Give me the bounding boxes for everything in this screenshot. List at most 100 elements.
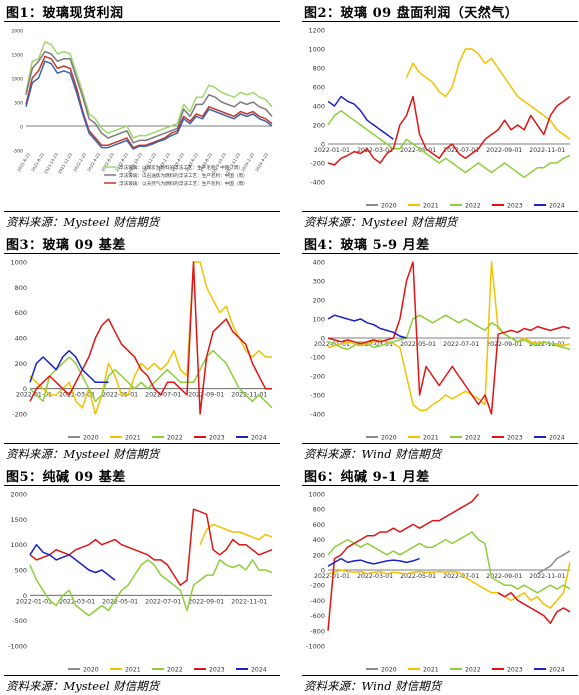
x-tick-label: 2022-07-01 [443, 573, 479, 580]
x-tick-label: 2022-11-01 [529, 341, 565, 348]
y-tick-label: 200 [313, 551, 325, 559]
legend-label: 2020 [381, 667, 397, 674]
x-tick-label: 2022-03-01 [357, 573, 393, 580]
y-tick-label: 0 [321, 141, 325, 149]
figure-title: 图5：纯碱 09 基差 [6, 470, 126, 485]
figure-title: 图4：玻璃 5-9 月差 [304, 238, 430, 253]
series-line-2022 [327, 531, 571, 594]
figure-title: 图6：纯碱 9-1 月差 [304, 470, 430, 485]
x-tick-label: 2022-09-01 [486, 573, 522, 580]
series-line-2021 [199, 523, 273, 545]
legend-label: 2024 [549, 203, 565, 210]
title-rule [302, 253, 578, 254]
source-rule [4, 675, 280, 676]
series-line-浮法玻璃：以煤炭为燃料的浮法工艺：生产毛利：中国（周） [25, 41, 273, 139]
x-tick-label: 2024-4-23 [254, 152, 269, 173]
x-tick-label: 2022-4-23 [86, 152, 101, 173]
title-rule [302, 485, 578, 486]
series-line-2024 [327, 314, 407, 339]
source-rule [302, 443, 578, 444]
x-tick-label: 2022-05-01 [102, 392, 138, 399]
source-rule [4, 211, 280, 212]
y-tick-label: 800 [313, 65, 325, 73]
x-tick-label: 2022-11-01 [529, 573, 565, 580]
figure-panel-1: 图1：玻璃现货利润 2000 1500 1000 500 0 -500 2021-6-23 2… [0, 0, 280, 229]
x-tick-label: 2022-11-01 [529, 147, 565, 154]
legend-label: 2024 [549, 667, 565, 674]
y-tick-label: -100 [310, 354, 325, 362]
y-tick-label: -200 [310, 582, 325, 590]
series-line-2024 [327, 557, 420, 567]
x-tick-label: 2022-03-01 [357, 147, 393, 154]
x-tick-label: 2022-03-01 [59, 392, 95, 399]
legend-label: 2024 [251, 667, 267, 674]
x-tick-label: 2021-12-23 [57, 152, 73, 175]
y-tick-label: 400 [313, 259, 325, 267]
y-tick-label: 1000 [10, 541, 27, 549]
y-tick-label: 1000 [308, 46, 325, 54]
series-line-2021 [327, 562, 571, 609]
figure-title: 图3：玻璃 09 基差 [6, 238, 126, 253]
legend-label: 2024 [549, 435, 565, 442]
figure-panel-3: 图3：玻璃 09 基差 1000 800 600 400 200 0 -200 2022-01… [0, 232, 280, 461]
y-tick-label: -600 [310, 612, 325, 620]
x-tick-label: 2022-07-01 [145, 598, 181, 605]
chart: 1000 800 600 400 200 0 -200 -400 -600 -800 -1000 20… [306, 491, 571, 674]
legend-label: 2021 [423, 203, 439, 210]
y-tick-label: -1000 [306, 643, 325, 651]
y-tick-label: 200 [313, 122, 325, 130]
y-tick-label: 200 [15, 360, 27, 368]
x-tick-label: 2022-05-01 [400, 147, 436, 154]
y-tick-label: 600 [313, 84, 325, 92]
series-line-2023 [327, 261, 571, 415]
series-line-2024 [327, 95, 394, 140]
series-line-2023 [29, 261, 272, 415]
series-line-2022 [327, 110, 571, 179]
y-tick-label: 600 [15, 309, 27, 317]
y-tick-label: 1000 [10, 259, 27, 267]
x-tick-label: 2022-01-01 [16, 598, 52, 605]
y-tick-label: 200 [313, 297, 325, 305]
y-tick-label: 100 [313, 316, 325, 324]
figure-title: 图2：玻璃 09 盘面利润（天然气） [304, 6, 519, 21]
legend-label: 2023 [209, 667, 225, 674]
series-line-2022 [29, 559, 273, 617]
y-tick-label: -200 [310, 373, 325, 381]
y-tick-label: 400 [313, 536, 325, 544]
x-tick-label: 2022-09-01 [486, 341, 522, 348]
x-tick-label: 2022-09-01 [188, 598, 224, 605]
x-tick-label: 2022-03-01 [357, 341, 393, 348]
legend-label: 2020 [381, 203, 397, 210]
y-tick-label: -1000 [8, 643, 27, 651]
series-line-2023 [327, 95, 571, 166]
series-line-2021 [327, 261, 571, 411]
source-note: 资料来源：Mysteel 财信期货 [304, 215, 458, 229]
x-tick-label: 2022-05-01 [102, 598, 138, 605]
title-rule [4, 21, 280, 22]
figure-panel-5: 图5：纯碱 09 基差 2000 1500 1000 500 0 -500 -1000 202… [0, 464, 280, 693]
x-tick-label: 2022-07-01 [443, 341, 479, 348]
x-tick-label: 2022-11-01 [231, 392, 267, 399]
y-tick-label: 0 [23, 385, 27, 393]
x-tick-label: 2022-05-01 [400, 573, 436, 580]
y-tick-label: 800 [313, 506, 325, 514]
x-tick-label: 2021-6-23 [16, 152, 31, 173]
legend-label: 2022 [167, 435, 183, 442]
legend-label: 2023 [507, 203, 523, 210]
y-tick-label: 0 [321, 567, 325, 575]
y-tick-label: 1200 [308, 27, 325, 35]
series-line-2023 [327, 493, 571, 631]
source-rule [302, 675, 578, 676]
y-tick-label: -800 [310, 627, 325, 635]
legend-label: 2023 [507, 667, 523, 674]
y-tick-label: 0 [23, 592, 27, 600]
source-note: 资料来源：Mysteel 财信期货 [6, 215, 160, 229]
series-line-chart1_d [25, 60, 273, 150]
chart: 1200 1000 800 600 400 200 0 -200 -400 2022-01-01 2… [308, 27, 571, 210]
x-tick-label: 2022-2-23 [72, 152, 87, 173]
source-note: 资料来源：Wind 财信期货 [304, 679, 442, 693]
x-tick-label: 2022-01-01 [314, 573, 350, 580]
legend-label: 2023 [507, 435, 523, 442]
figure-panel-2: 图2：玻璃 09 盘面利润（天然气） 1200 1000 800 600 400 200 0… [298, 0, 578, 229]
